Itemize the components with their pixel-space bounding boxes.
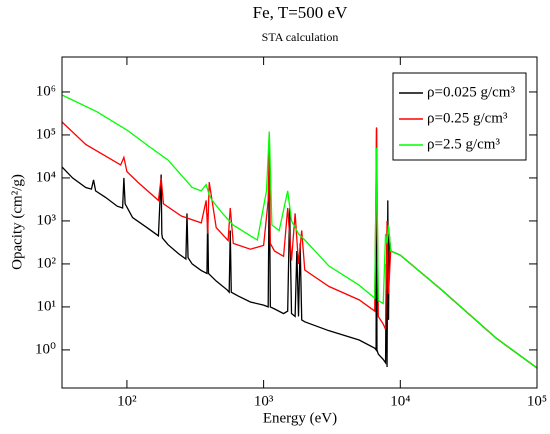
y-tick-label: 10⁶ [36, 83, 56, 99]
y-tick-label: 10⁴ [36, 169, 56, 185]
y-tick-label: 10⁵ [36, 126, 56, 142]
legend-label: ρ=2.5 g/cm³ [427, 136, 500, 152]
chart-title: Fe, T=500 eV [253, 3, 348, 22]
chart-subtitle: STA calculation [262, 30, 339, 44]
y-tick-label: 10³ [37, 212, 57, 228]
series-line [62, 94, 537, 369]
x-tick-label: 10² [117, 393, 137, 409]
y-axis-label: Opacity (cm²/g) [9, 174, 25, 270]
x-axis-label: Energy (eV) [263, 410, 337, 426]
x-tick-label: 10⁴ [390, 393, 410, 409]
x-tick-label: 10⁵ [527, 393, 547, 409]
series-line [62, 121, 537, 369]
y-tick-label: 10¹ [37, 298, 57, 314]
legend-label: ρ=0.025 g/cm³ [427, 84, 515, 100]
plot-frame [61, 56, 538, 389]
y-tick-label: 10² [37, 255, 57, 271]
legend-label: ρ=0.25 g/cm³ [427, 110, 508, 126]
x-tick-label: 10³ [254, 393, 274, 409]
series-line [62, 128, 537, 369]
y-tick-label: 10⁰ [35, 341, 56, 357]
